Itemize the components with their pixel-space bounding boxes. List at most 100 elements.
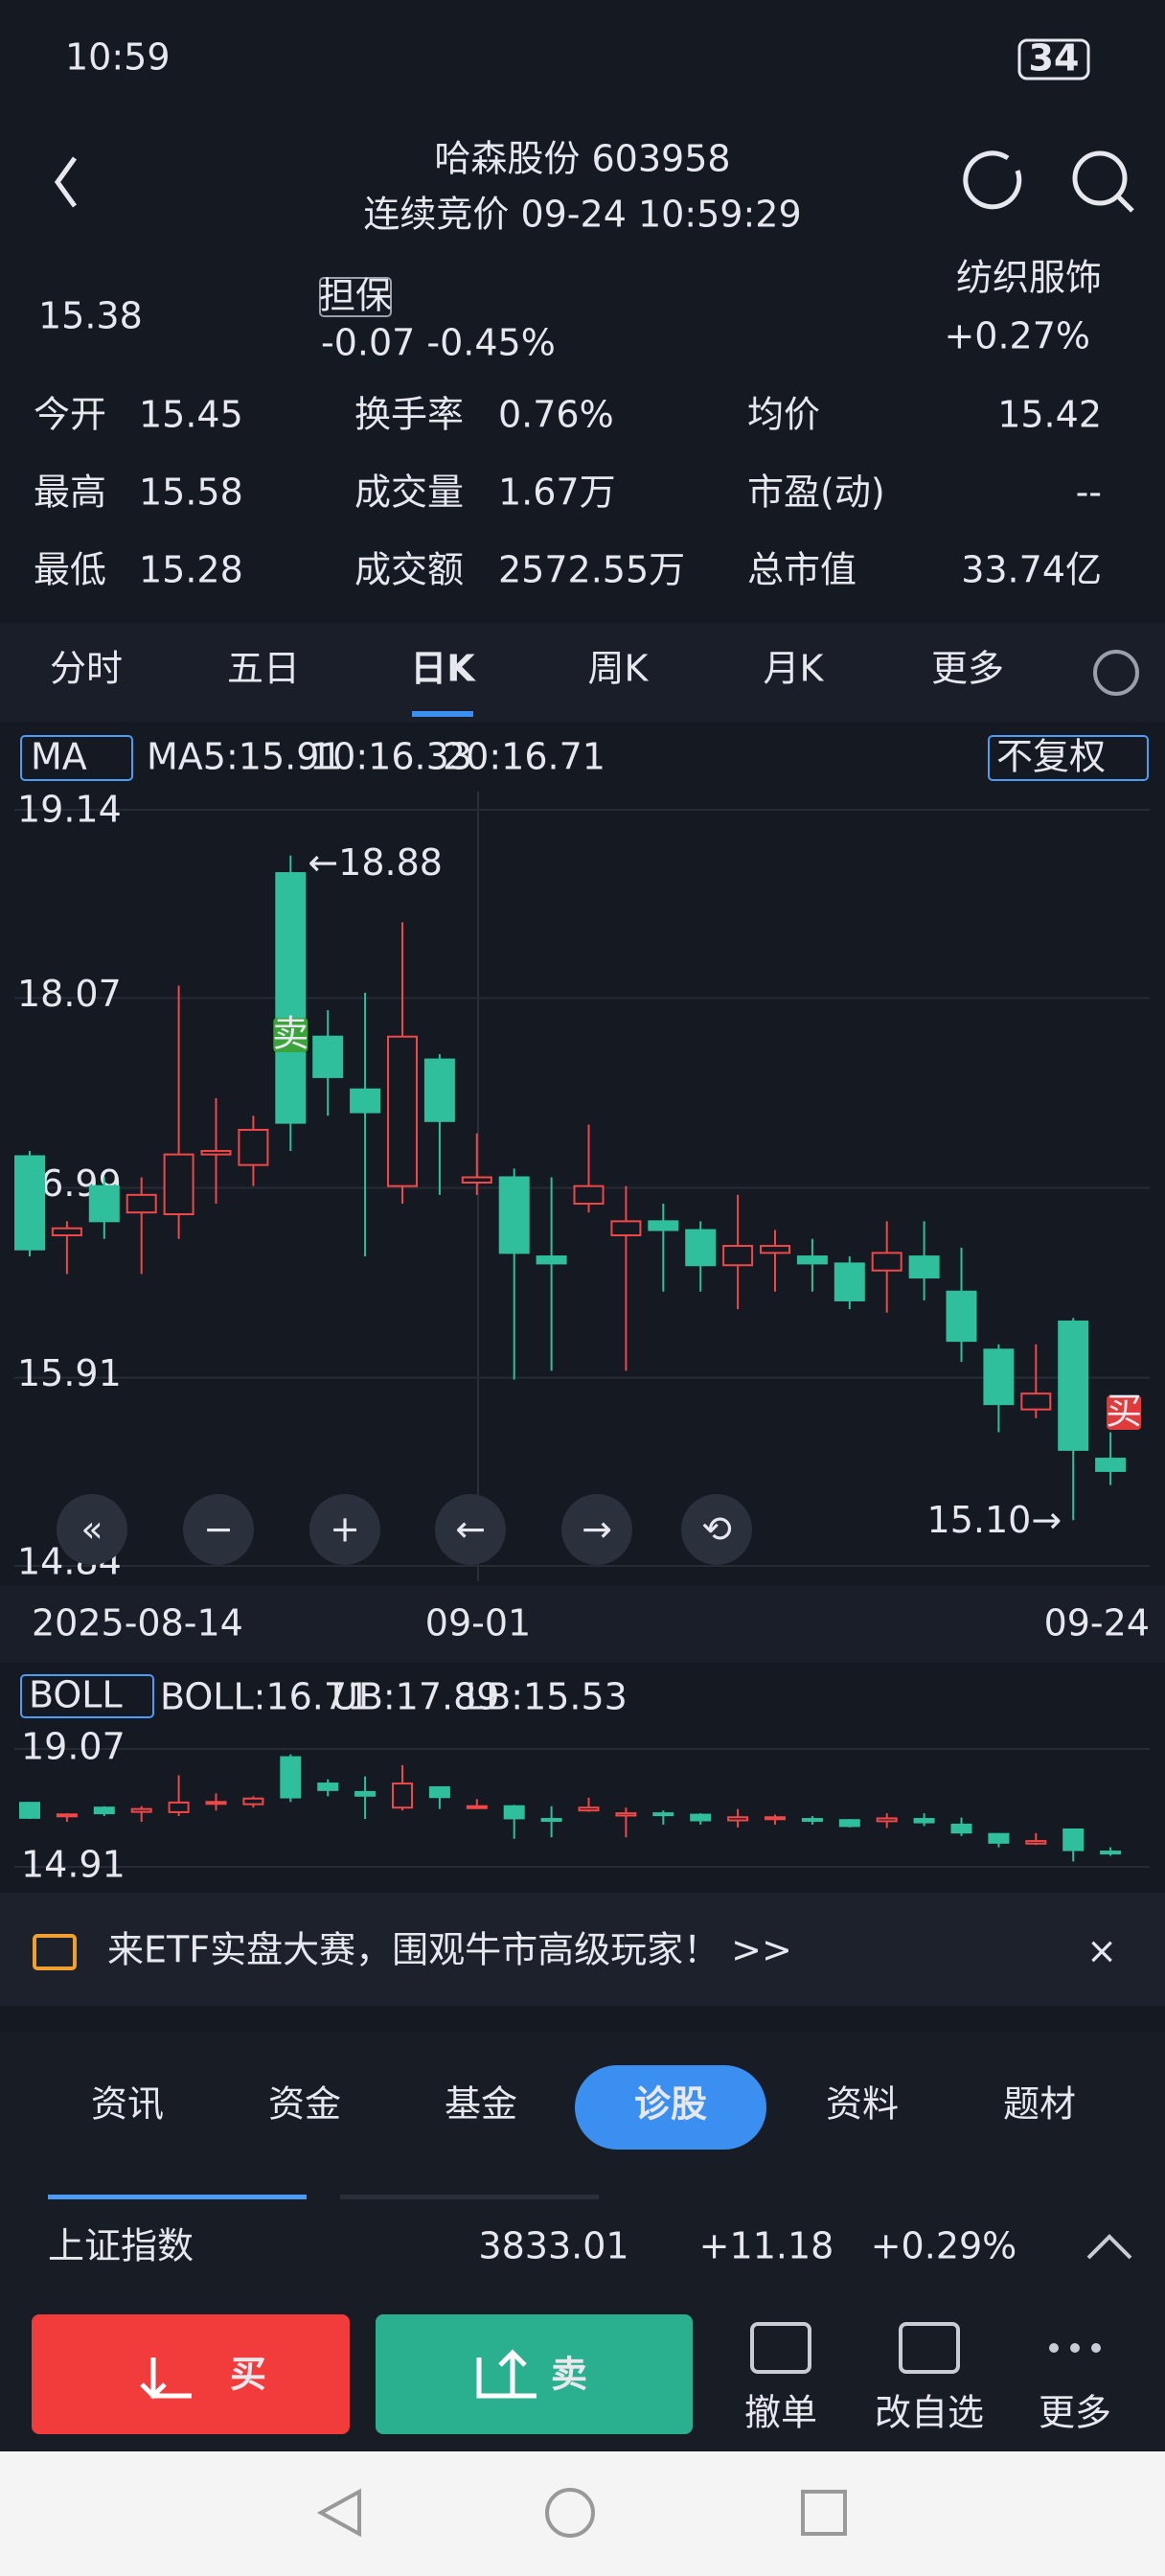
info-tab[interactable]: 资料 [826, 2083, 899, 2126]
stat-label: 成交额 [354, 549, 464, 591]
stat-value: 15.58 [139, 472, 243, 514]
tool-icon-dot [1070, 2343, 1080, 2353]
mini-candle-body [540, 1818, 562, 1823]
chart-control[interactable] [57, 1494, 127, 1565]
candle-body [1095, 1458, 1127, 1472]
mini-candle-body [130, 1807, 152, 1813]
back-icon[interactable] [54, 156, 78, 208]
recent-btn[interactable] [801, 2490, 847, 2536]
nav-bar [0, 2451, 1165, 2576]
stat-value: 33.74亿 [961, 549, 1102, 591]
settings-icon[interactable] [1093, 650, 1139, 696]
candle-body [610, 1220, 642, 1237]
mini-candle-body [690, 1813, 712, 1822]
ma-box[interactable] [20, 735, 133, 781]
buy-label[interactable]: 买 [230, 2354, 266, 2396]
chart-control[interactable] [681, 1494, 752, 1565]
ma-name: MA [31, 736, 87, 778]
stock-subtitle: 连续竞价 09-24 10:59:29 [363, 194, 801, 236]
ma20: 20:16.71 [443, 736, 605, 778]
low-label: 15.10→ [927, 1499, 1062, 1541]
battery [1017, 38, 1090, 80]
boll-lb: LB:15.53 [466, 1676, 628, 1718]
search-icon[interactable] [1072, 150, 1128, 206]
mini-candle-body [317, 1782, 339, 1791]
tag: 担保 [319, 275, 392, 317]
buy-button[interactable] [32, 2314, 350, 2434]
sell-button[interactable] [376, 2314, 693, 2434]
mini-candle-body [615, 1812, 637, 1817]
mini-candle-body [727, 1816, 749, 1822]
home-btn[interactable] [545, 2488, 595, 2538]
tool-label[interactable]: 撤单 [744, 2392, 817, 2434]
chart-control[interactable] [183, 1494, 254, 1565]
control-glyph: ← [455, 1508, 486, 1551]
tool-icon [899, 2322, 960, 2374]
back-btn[interactable] [316, 2488, 361, 2538]
sector[interactable]: 纺织服饰 [956, 257, 1102, 299]
chart-control[interactable] [309, 1494, 380, 1565]
stat-value: 15.42 [997, 394, 1102, 436]
mini-candle-body [1100, 1851, 1122, 1855]
search-handle [1117, 196, 1134, 213]
tool-icon [750, 2322, 811, 2374]
period-tab[interactable]: 分时 [50, 648, 123, 690]
tool-label[interactable]: 改自选 [875, 2392, 984, 2434]
info-tab[interactable]: 题材 [1003, 2083, 1076, 2126]
chart-control[interactable] [561, 1494, 632, 1565]
mini-candle-body [838, 1819, 860, 1828]
tab-indicator [48, 2195, 307, 2199]
control-glyph: « [80, 1508, 103, 1551]
stock-title: 哈森股份 603958 [434, 138, 730, 180]
date-label: 09-24 [1044, 1602, 1150, 1644]
mini-candle-body [913, 1818, 935, 1824]
period-tab[interactable]: 五日 [227, 648, 300, 690]
info-tab[interactable]: 资金 [268, 2083, 341, 2126]
refresh-icon[interactable] [963, 150, 1022, 210]
period-tab[interactable]: 周K [588, 648, 650, 690]
adjust: 不复权 [996, 736, 1106, 778]
mini-candle-body [988, 1832, 1010, 1844]
candle-body [498, 1176, 530, 1254]
banner-text[interactable]: 来ETF实盘大赛，围观牛市高级玩家！ >> [107, 1929, 792, 1971]
stat-label: 最低 [34, 549, 106, 591]
y-tick-label: 19.07 [21, 1726, 126, 1768]
sector-change: +0.27% [944, 315, 1090, 357]
sell-label[interactable]: 卖 [551, 2354, 587, 2396]
candle-body [51, 1227, 82, 1237]
chart-control[interactable] [435, 1494, 506, 1565]
stat-value: -- [1076, 472, 1102, 514]
stat-value: 2572.55万 [498, 549, 685, 591]
period-tab[interactable]: 月K [764, 648, 825, 690]
y-tick-label: 18.07 [17, 973, 122, 1015]
info-tab[interactable]: 资讯 [91, 2083, 164, 2126]
tab-indicator-2 [340, 2195, 599, 2199]
period-tab[interactable]: 日K [410, 648, 476, 690]
y-tick-label: 15.91 [17, 1352, 122, 1394]
mini-candle-body [1025, 1840, 1047, 1845]
stat-value: 15.45 [139, 394, 243, 436]
tool-label[interactable]: 更多 [1039, 2392, 1111, 2434]
mini-candle-body [19, 1802, 40, 1819]
close-icon[interactable]: × [1086, 1930, 1117, 1972]
active-tab-pill [575, 2065, 766, 2150]
info-tab[interactable]: 诊股 [634, 2083, 707, 2126]
mini-candle-body [466, 1805, 488, 1809]
collapse-icon[interactable] [1086, 2234, 1132, 2260]
adjust-box[interactable] [988, 735, 1149, 781]
mini-candle-body [876, 1817, 898, 1823]
boll-ub: UB:17.89 [331, 1676, 499, 1718]
mini-candle-body [242, 1797, 264, 1806]
candle-body [1058, 1320, 1089, 1451]
period-tab[interactable]: 更多 [931, 648, 1004, 690]
info-tab[interactable]: 基金 [445, 2083, 517, 2126]
mini-candle-body [280, 1756, 302, 1799]
stat-label: 总市值 [747, 549, 857, 591]
stat-label: 成交量 [354, 472, 464, 514]
index-value: 3833.01 [478, 2225, 628, 2267]
boll-box[interactable] [20, 1674, 154, 1718]
candle-body [983, 1348, 1015, 1406]
tag-box [319, 277, 392, 317]
mini-candle-body [168, 1801, 190, 1813]
